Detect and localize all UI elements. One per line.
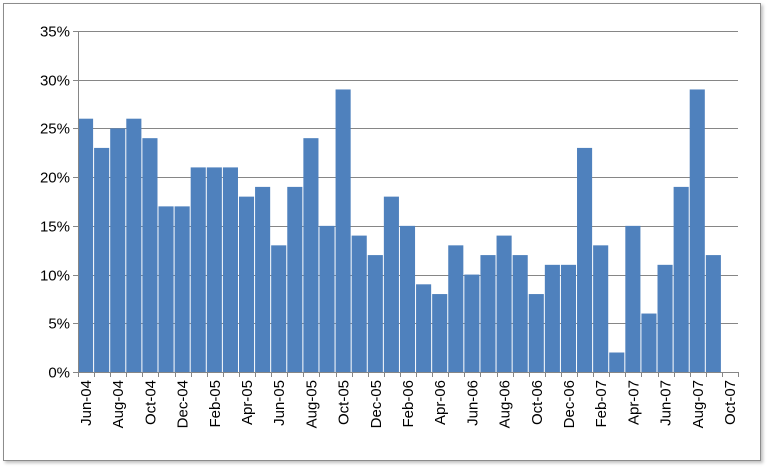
bar <box>319 225 335 372</box>
bar <box>222 167 238 372</box>
x-tick-label: Oct-07 <box>722 380 739 425</box>
bar <box>673 186 689 372</box>
y-tick-label: 10% <box>40 268 70 285</box>
bar <box>174 206 190 372</box>
x-tick-label: Apr-07 <box>625 380 642 425</box>
bar <box>560 264 577 372</box>
bar <box>383 196 399 372</box>
bar <box>689 89 705 373</box>
bar <box>271 245 287 372</box>
x-tick-label: Feb-06 <box>400 380 417 428</box>
bar <box>158 206 174 372</box>
bar <box>577 147 593 372</box>
bar <box>126 118 142 372</box>
bar <box>657 264 673 372</box>
bar <box>351 235 367 372</box>
bar <box>448 245 464 372</box>
x-tick-label: Jun-05 <box>271 380 288 426</box>
bar <box>480 255 496 372</box>
x-tick-label: Jun-06 <box>464 380 481 426</box>
bar <box>625 225 641 372</box>
bar <box>641 313 657 372</box>
y-tick-label: 0% <box>48 365 70 382</box>
bar <box>399 225 416 372</box>
x-tick-label: Oct-04 <box>142 380 159 425</box>
bar <box>609 352 625 372</box>
bar <box>512 255 528 372</box>
y-tick-label: 20% <box>40 170 70 187</box>
axes <box>73 31 739 377</box>
x-tick-label: Jun-04 <box>78 380 95 426</box>
x-tick-label: Aug-04 <box>110 380 127 428</box>
bar <box>432 294 448 372</box>
bar <box>528 294 544 372</box>
bar <box>255 186 271 372</box>
bar <box>287 186 303 372</box>
y-tick-labels: 0% 5% 10% 15% 20% 25% 30% 35% <box>40 24 70 382</box>
bar <box>78 118 94 372</box>
bar <box>238 196 255 372</box>
bar <box>110 128 126 372</box>
bar <box>593 245 609 372</box>
bar <box>705 255 721 372</box>
bar <box>544 264 560 372</box>
x-tick-label: Apr-06 <box>432 380 449 425</box>
x-tick-label: Apr-05 <box>239 380 256 425</box>
x-tick-label: Jun-07 <box>658 380 675 426</box>
bar <box>190 167 206 372</box>
bar <box>206 167 222 372</box>
x-tick-label: Feb-05 <box>207 380 224 428</box>
bar <box>142 138 158 372</box>
bar <box>416 284 432 372</box>
bars <box>78 89 721 373</box>
bar <box>335 89 351 373</box>
x-tick-label: Aug-05 <box>303 380 320 428</box>
y-tick-label: 35% <box>40 24 70 41</box>
bar <box>367 255 383 372</box>
bar <box>94 147 110 372</box>
x-tick-label: Feb-07 <box>593 380 610 428</box>
y-tick-label: 5% <box>48 316 70 333</box>
bar <box>496 235 512 372</box>
x-tick-label: Dec-05 <box>368 380 385 428</box>
bar <box>303 138 319 372</box>
x-tick-label: Dec-06 <box>561 380 578 428</box>
x-tick-label: Aug-06 <box>497 380 514 428</box>
y-tick-label: 25% <box>40 121 70 138</box>
x-tick-label: Oct-06 <box>529 380 546 425</box>
x-tick-label: Dec-04 <box>175 380 192 428</box>
bar <box>464 274 480 372</box>
y-tick-label: 30% <box>40 73 70 90</box>
x-tick-labels: Jun-04 Aug-04 Oct-04 Dec-04 Feb-05 Apr-05 Jun-… <box>78 380 739 428</box>
x-tick-label: Oct-05 <box>336 380 353 425</box>
y-tick-label: 15% <box>40 219 70 236</box>
x-tick-label: Aug-07 <box>690 380 707 428</box>
